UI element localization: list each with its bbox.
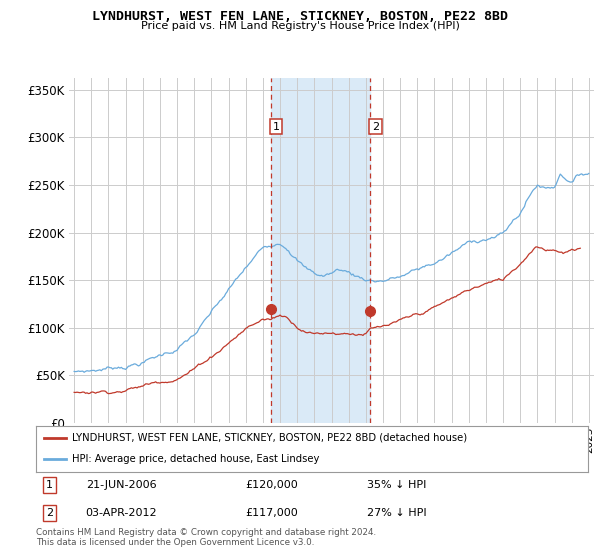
Text: HPI: Average price, detached house, East Lindsey: HPI: Average price, detached house, East… — [72, 454, 319, 464]
Text: Price paid vs. HM Land Registry's House Price Index (HPI): Price paid vs. HM Land Registry's House … — [140, 21, 460, 31]
Text: 1: 1 — [46, 480, 53, 490]
Text: £117,000: £117,000 — [246, 508, 299, 518]
Text: 03-APR-2012: 03-APR-2012 — [86, 508, 157, 518]
Text: 1: 1 — [272, 122, 280, 132]
Text: 35% ↓ HPI: 35% ↓ HPI — [367, 480, 427, 490]
Text: LYNDHURST, WEST FEN LANE, STICKNEY, BOSTON, PE22 8BD: LYNDHURST, WEST FEN LANE, STICKNEY, BOST… — [92, 10, 508, 23]
Text: 27% ↓ HPI: 27% ↓ HPI — [367, 508, 427, 518]
Text: LYNDHURST, WEST FEN LANE, STICKNEY, BOSTON, PE22 8BD (detached house): LYNDHURST, WEST FEN LANE, STICKNEY, BOST… — [72, 433, 467, 443]
Text: 21-JUN-2006: 21-JUN-2006 — [86, 480, 157, 490]
Text: 2: 2 — [46, 508, 53, 518]
Text: £120,000: £120,000 — [246, 480, 299, 490]
Text: Contains HM Land Registry data © Crown copyright and database right 2024.
This d: Contains HM Land Registry data © Crown c… — [36, 528, 376, 547]
Bar — [271, 78, 370, 423]
Text: 2: 2 — [371, 122, 379, 132]
